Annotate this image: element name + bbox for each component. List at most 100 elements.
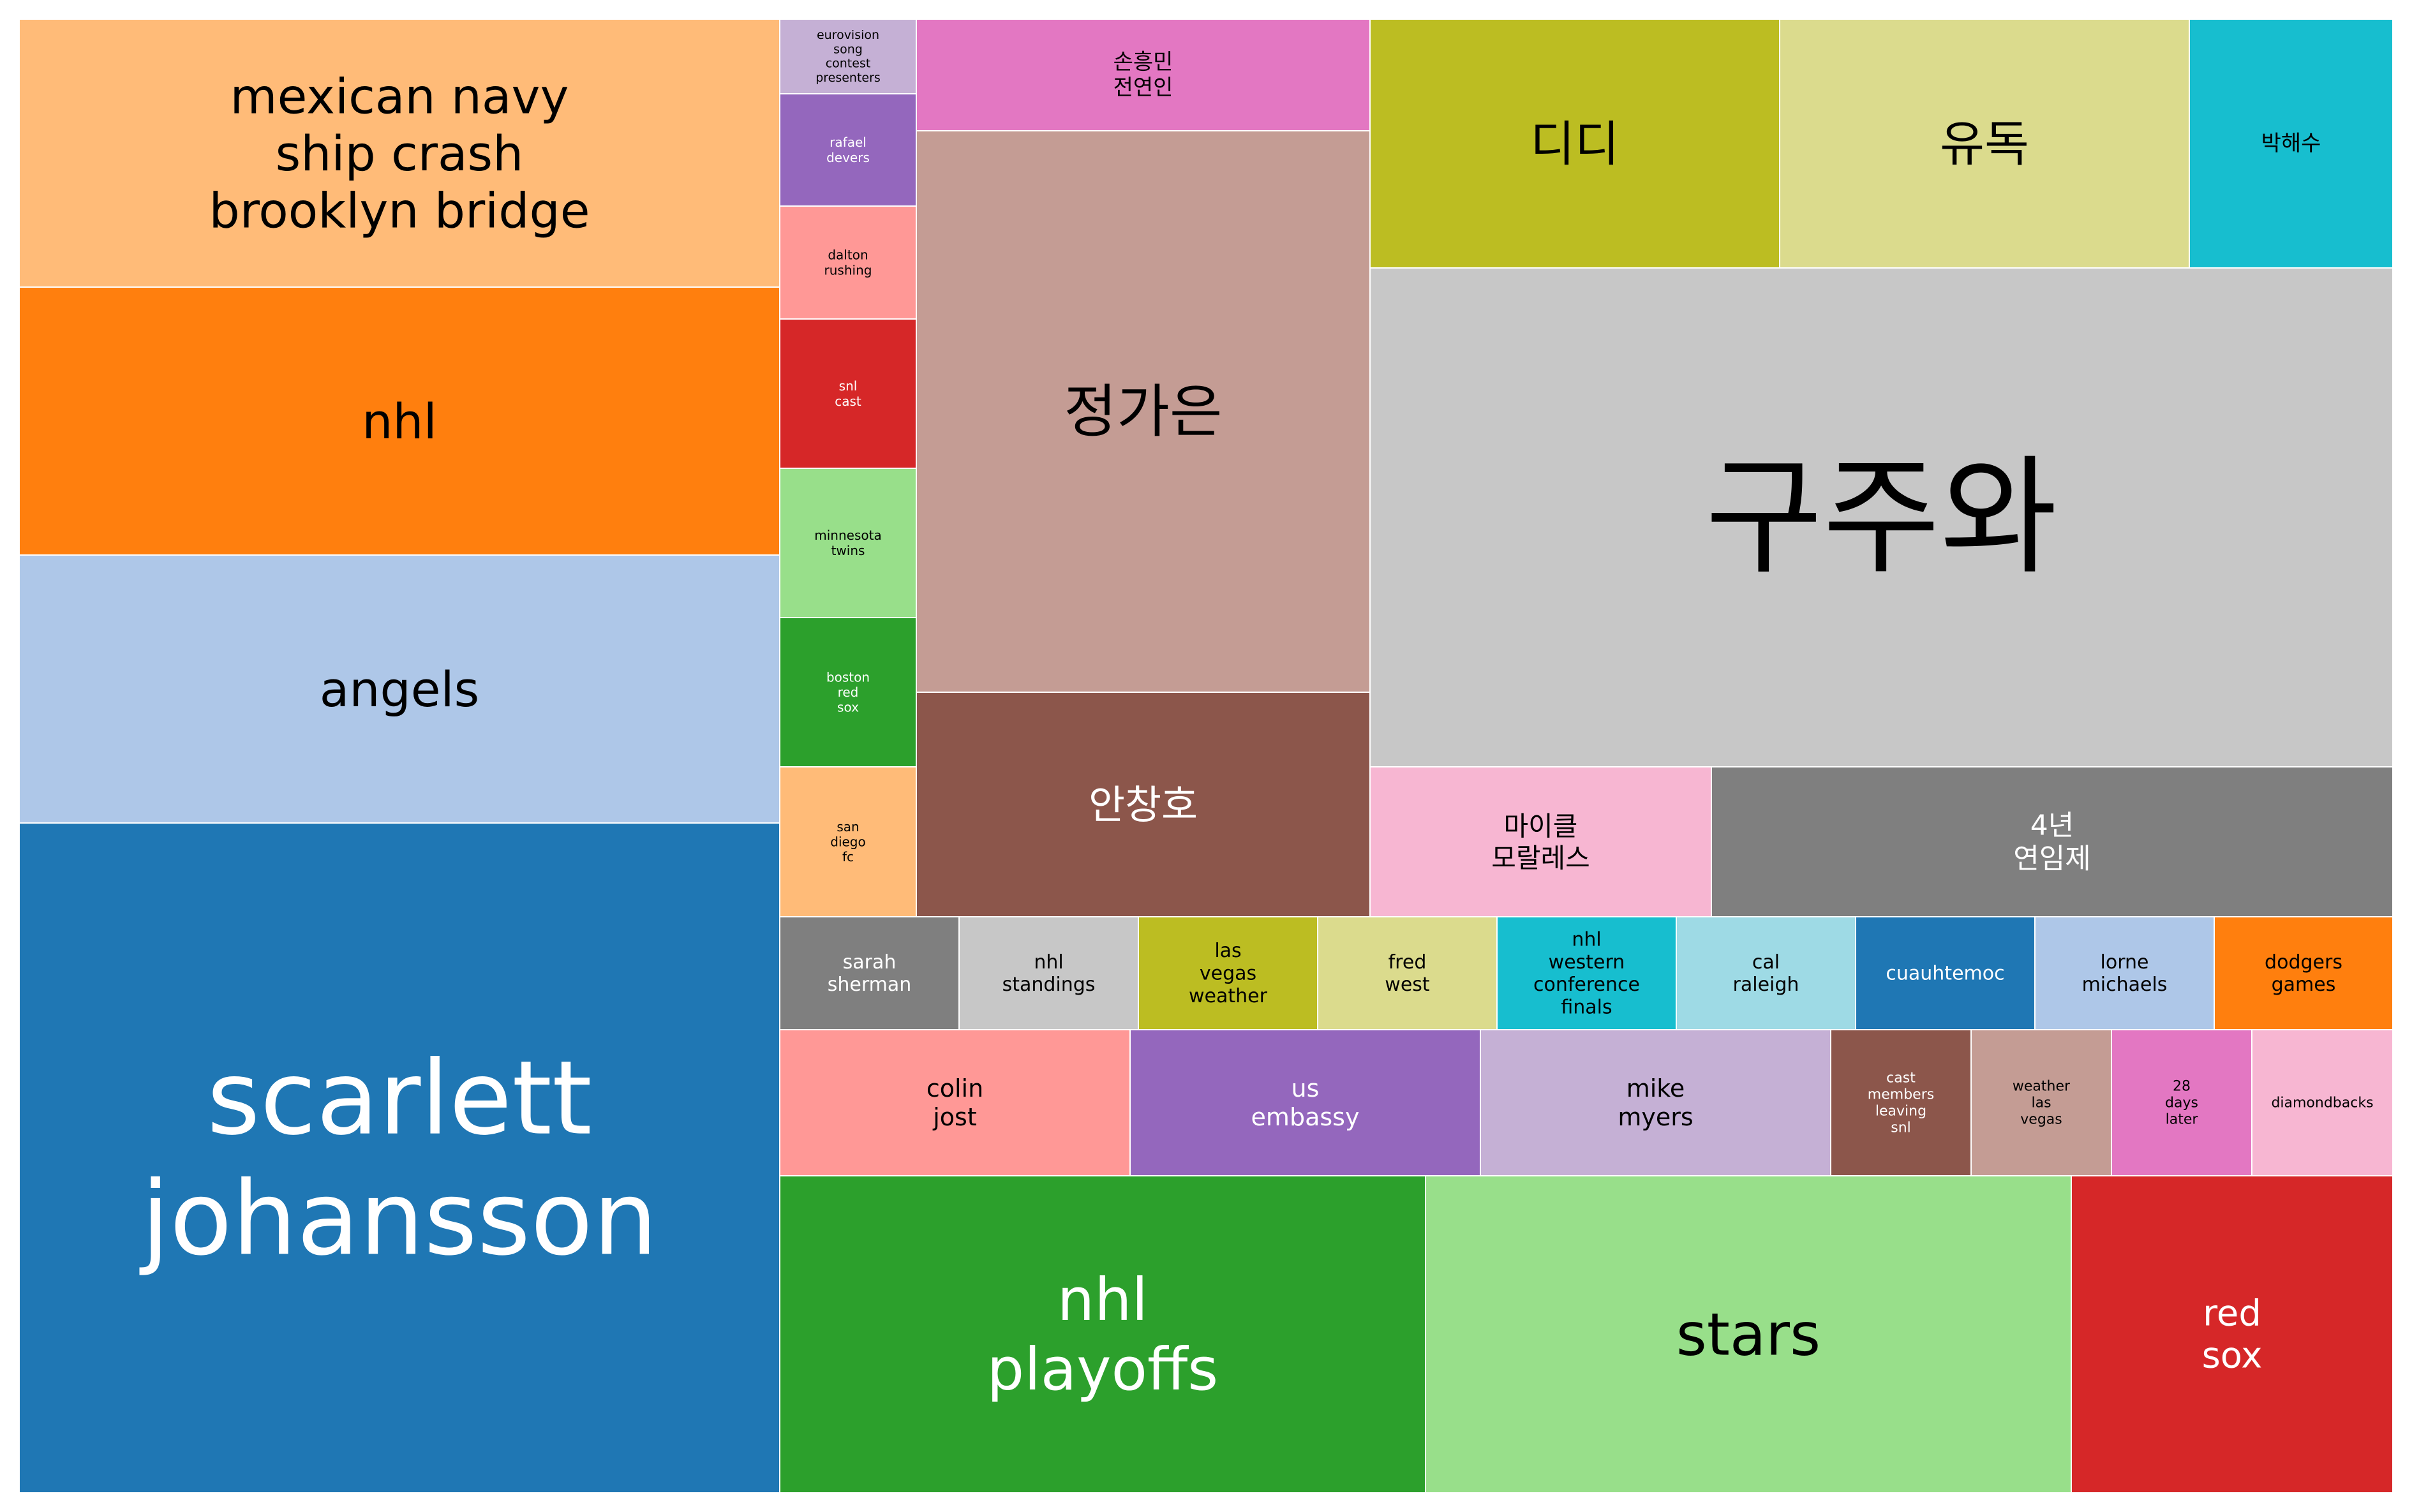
treemap-label-손흥민-전연인: 손흥민 전연인 [1113, 49, 1173, 100]
treemap-tile-손흥민-전연인: 손흥민 전연인 [916, 19, 1371, 131]
treemap-tile-nhl-playoffs: nhl playoffs [779, 1175, 1426, 1493]
treemap-rect-유독 [1779, 19, 2190, 269]
treemap-rect-dalton-rushing [779, 205, 917, 320]
treemap-tile-us-embassy: us embassy [1129, 1029, 1481, 1176]
treemap-label-san-diego-fc: san diego fc [830, 819, 866, 864]
treemap-label-lorne-michaels: lorne michaels [2082, 951, 2168, 995]
treemap-tile-마이클-모랄레스: 마이클 모랄레스 [1369, 766, 1712, 917]
treemap-rect-cast-members-leaving-snl [1830, 1029, 1972, 1176]
treemap-tile-cal-raleigh: cal raleigh [1676, 916, 1856, 1030]
treemap-tile-lorne-michaels: lorne michaels [2034, 916, 2215, 1030]
treemap-tile-cast-members-leaving-snl: cast members leaving snl [1830, 1029, 1972, 1176]
treemap-rect-rafael-devers [779, 93, 917, 207]
treemap-rect-minnesota-twins [779, 468, 917, 618]
treemap-rect-구주와 [1369, 267, 2393, 767]
treemap-tile-diamondbacks: diamondbacks [2251, 1029, 2393, 1176]
treemap-rect-colin-jost [779, 1029, 1131, 1176]
treemap-tile-scarlett-johansson: scarlett johansson [19, 822, 780, 1493]
treemap-tile-red-sox: red sox [2071, 1175, 2393, 1493]
treemap-tile-28-days-later: 28 days later [2111, 1029, 2252, 1176]
treemap-tile-정가은: 정가은 [916, 130, 1371, 693]
treemap-tile-dodgers-games: dodgers games [2214, 916, 2393, 1030]
treemap-rect-mike-myers [1480, 1029, 1831, 1176]
treemap-label-dodgers-games: dodgers games [2265, 951, 2342, 995]
treemap-label-colin-jost: colin jost [927, 1074, 983, 1131]
treemap-label-nhl: nhl [362, 393, 436, 450]
treemap-rect-scarlett-johansson [19, 822, 780, 1493]
treemap-label-cast-members-leaving-snl: cast members leaving snl [1868, 1070, 1934, 1136]
treemap-tile-minnesota-twins: minnesota twins [779, 468, 917, 618]
treemap-label-디디: 디디 [1530, 115, 1619, 172]
treemap-label-nhl-western-conference-finals: nhl western conference finals [1533, 928, 1640, 1018]
treemap-label-구주와: 구주와 [1705, 443, 2057, 592]
treemap-label-diamondbacks: diamondbacks [2271, 1095, 2373, 1111]
treemap-label-angels: angels [320, 661, 479, 718]
treemap-tile-weather-las-vegas: weather las vegas [1970, 1029, 2112, 1176]
treemap-label-stars: stars [1676, 1300, 1820, 1368]
treemap-rect-박해수 [2189, 19, 2393, 269]
treemap-tile-stars: stars [1425, 1175, 2072, 1493]
treemap-tile-안창호: 안창호 [916, 692, 1371, 917]
treemap-tile-las-vegas-weather: las vegas weather [1138, 916, 1318, 1030]
treemap-label-rafael-devers: rafael devers [826, 135, 870, 165]
treemap-tile-fred-west: fred west [1317, 916, 1498, 1030]
treemap-tile-디디: 디디 [1369, 19, 1780, 269]
treemap-label-scarlett-johansson: scarlett johansson [139, 1038, 657, 1278]
treemap-tile-dalton-rushing: dalton rushing [779, 205, 917, 320]
treemap-rect-28-days-later [2111, 1029, 2252, 1176]
treemap-tile-4년-연임제: 4년 연임제 [1711, 766, 2393, 917]
treemap-rect-angels [19, 554, 780, 824]
treemap-rect-cal-raleigh [1676, 916, 1856, 1030]
treemap-rect-mexican-navy-ship-crash-brooklyn-bridge [19, 19, 780, 288]
treemap-label-eurovision-song-contest-presenters: eurovision song contest presenters [815, 28, 881, 85]
treemap-rect-stars [1425, 1175, 2072, 1493]
treemap-tile-snl-cast: snl cast [779, 318, 917, 469]
treemap-rect-안창호 [916, 692, 1371, 917]
treemap-tile-mike-myers: mike myers [1480, 1029, 1831, 1176]
treemap-rect-snl-cast [779, 318, 917, 469]
treemap-rect-san-diego-fc [779, 766, 917, 917]
treemap-rect-손흥민-전연인 [916, 19, 1371, 131]
treemap-label-snl-cast: snl cast [835, 378, 861, 409]
treemap-tile-san-diego-fc: san diego fc [779, 766, 917, 917]
treemap-rect-eurovision-song-contest-presenters [779, 19, 917, 94]
treemap-label-fred-west: fred west [1385, 951, 1430, 995]
treemap-tile-rafael-devers: rafael devers [779, 93, 917, 207]
treemap-label-마이클-모랄레스: 마이클 모랄레스 [1491, 810, 1590, 873]
treemap-label-nhl-standings: nhl standings [1002, 951, 1096, 995]
treemap-label-dalton-rushing: dalton rushing [824, 248, 872, 278]
treemap-tile-구주와: 구주와 [1369, 267, 2393, 767]
treemap-label-cuauhtemoc: cuauhtemoc [1886, 962, 2004, 984]
treemap-tile-sarah-sherman: sarah sherman [779, 916, 960, 1030]
treemap-rect-boston-red-sox [779, 617, 917, 767]
treemap-tile-nhl: nhl [19, 286, 780, 556]
treemap-rect-us-embassy [1129, 1029, 1481, 1176]
treemap-tile-nhl-standings: nhl standings [958, 916, 1139, 1030]
treemap-label-minnesota-twins: minnesota twins [814, 528, 881, 558]
treemap-rect-nhl-western-conference-finals [1496, 916, 1677, 1030]
treemap-rect-fred-west [1317, 916, 1498, 1030]
treemap-label-박해수: 박해수 [2261, 131, 2321, 156]
treemap-label-정가은: 정가은 [1064, 378, 1222, 445]
treemap-tile-angels: angels [19, 554, 780, 824]
treemap-tile-cuauhtemoc: cuauhtemoc [1855, 916, 2036, 1030]
treemap-tile-mexican-navy-ship-crash-brooklyn-bridge: mexican navy ship crash brooklyn bridge [19, 19, 780, 288]
treemap-label-sarah-sherman: sarah sherman [828, 951, 912, 995]
treemap-label-nhl-playoffs: nhl playoffs [987, 1266, 1218, 1404]
treemap-rect-디디 [1369, 19, 1780, 269]
treemap-rect-las-vegas-weather [1138, 916, 1318, 1030]
treemap-tile-eurovision-song-contest-presenters: eurovision song contest presenters [779, 19, 917, 94]
treemap-tile-유독: 유독 [1779, 19, 2190, 269]
treemap-tile-boston-red-sox: boston red sox [779, 617, 917, 767]
treemap-rect-red-sox [2071, 1175, 2393, 1493]
treemap-tile-박해수: 박해수 [2189, 19, 2393, 269]
treemap-label-mexican-navy-ship-crash-brooklyn-bridge: mexican navy ship crash brooklyn bridge [209, 68, 590, 239]
treemap-rect-sarah-sherman [779, 916, 960, 1030]
treemap-rect-4년-연임제 [1711, 766, 2393, 917]
treemap-label-las-vegas-weather: las vegas weather [1189, 940, 1268, 1007]
treemap-label-boston-red-sox: boston red sox [826, 669, 870, 715]
treemap-label-weather-las-vegas: weather las vegas [2013, 1078, 2071, 1127]
treemap-rect-마이클-모랄레스 [1369, 766, 1712, 917]
treemap-label-유독: 유독 [1940, 115, 2029, 172]
